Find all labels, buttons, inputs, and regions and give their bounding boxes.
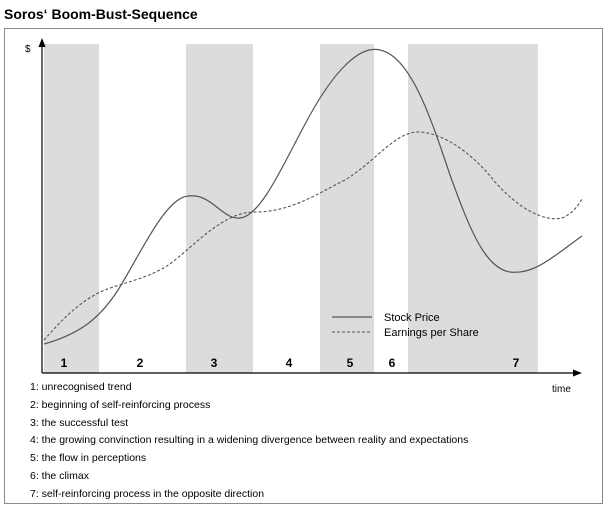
phase-label-6: 6 [389,356,396,370]
stock-price-line [43,48,583,345]
phase-note-5: 5: the flow in perceptions [30,452,147,465]
phase-band-7 [408,44,538,373]
phase-band-5-6 [320,44,374,373]
phase-label-5: 5 [347,356,354,370]
phase-note-4: 4: the growing convinction resulting in … [30,434,469,447]
phase-label-3: 3 [211,356,218,370]
x-axis-arrow-icon [573,369,582,377]
phase-note-3: 3: the successful test [30,416,129,429]
phase-label-1: 1 [61,356,68,370]
phase-label-2: 2 [137,356,144,370]
phase-label-4: 4 [286,356,293,370]
x-axis-label: time [552,384,571,395]
phase-band-1 [44,44,99,373]
phase-label-7: 7 [513,356,520,370]
diagram-title: Soros‘ Boom-Bust-Sequence [4,6,198,22]
phase-note-2: 2: beginning of self-reinforcing process [30,398,211,411]
y-axis-arrow-icon [38,38,46,47]
phase-notes-list: 1: unrecognised trend 2: beginning of se… [30,379,468,504]
phase-note-7: 7: self-reinforcing process in the oppos… [30,487,265,500]
y-axis-label: $ [25,44,31,55]
earnings-per-share-line [43,131,583,341]
phase-note-1: 1: unrecognised trend [30,381,132,393]
legend-earnings-per-share: Earnings per Share [384,327,479,339]
legend-stock-price: Stock Price [384,312,440,324]
phase-note-6: 6: the climax [30,469,89,482]
diagram-frame [4,28,603,504]
